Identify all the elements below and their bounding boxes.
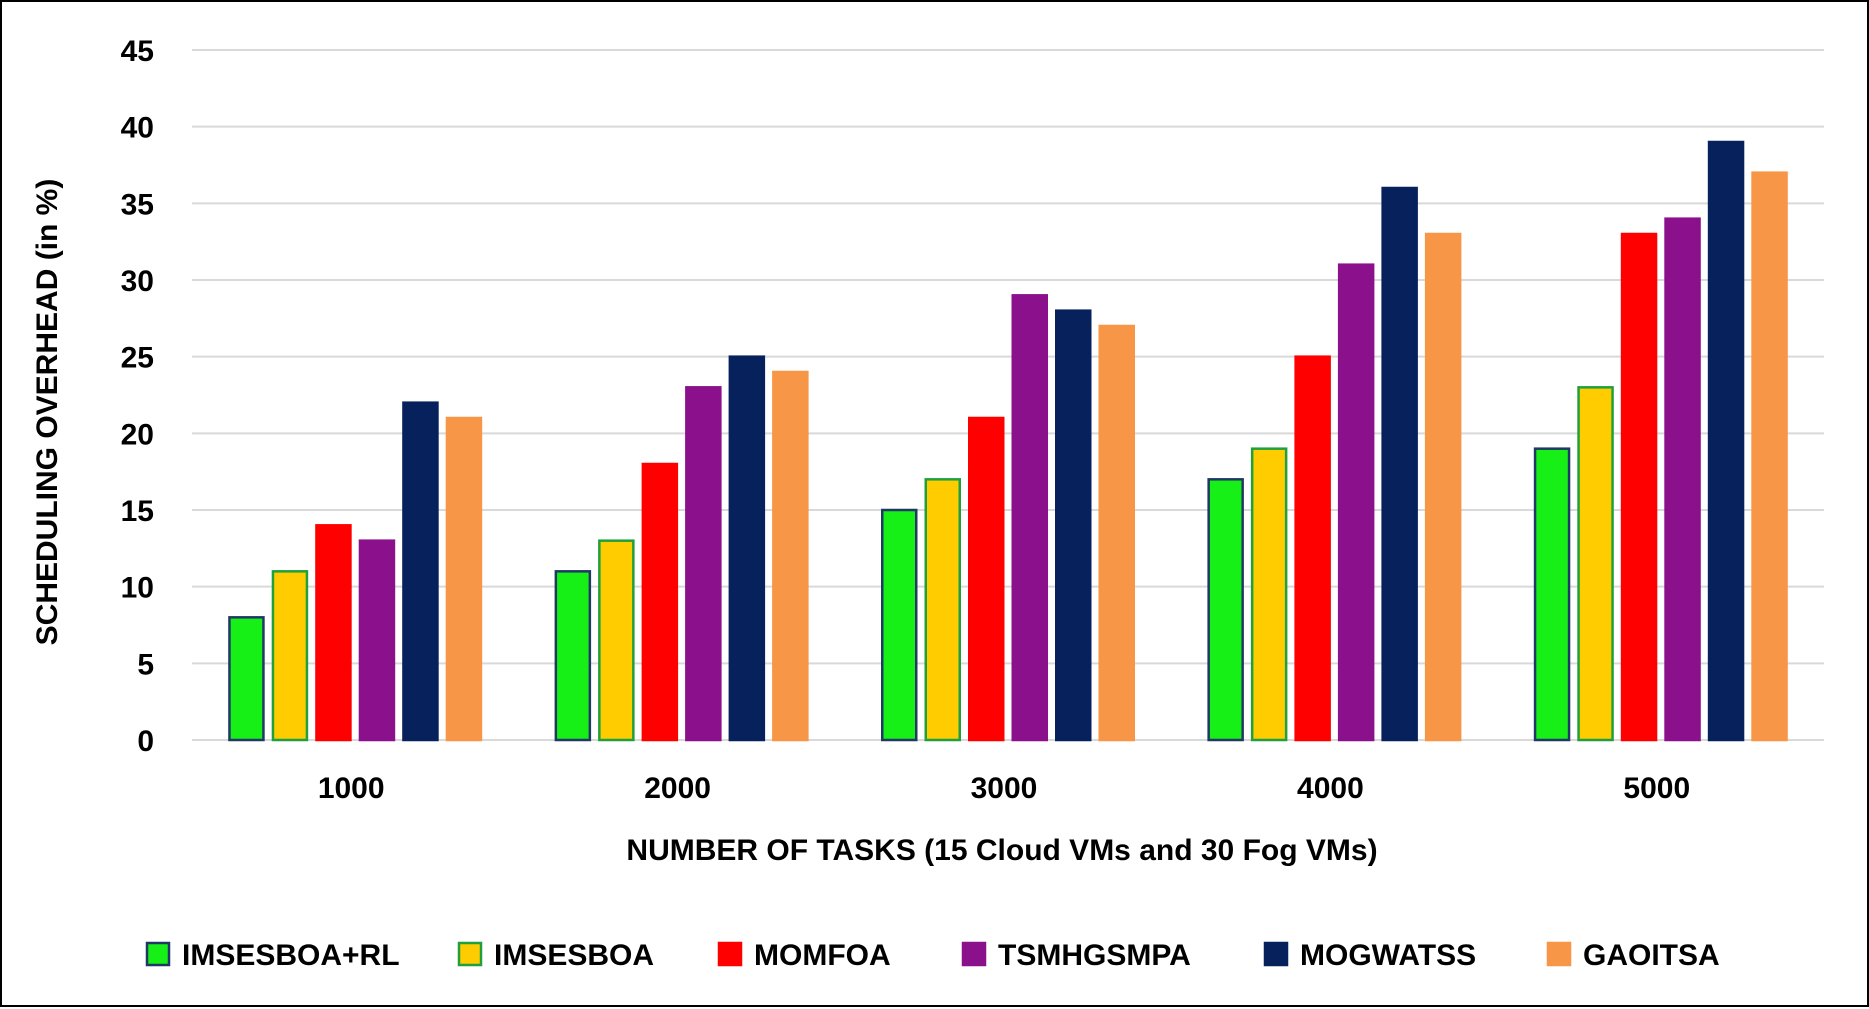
bar-imsesboa-rl-5000	[1533, 447, 1571, 742]
bar-momfoa-1000	[315, 524, 352, 742]
x-category-label: 3000	[971, 772, 1038, 805]
x-axis-title: NUMBER OF TASKS (15 Cloud VMs and 30 Fog…	[626, 834, 1377, 867]
bar-imsesboa-rl-3000	[881, 508, 918, 742]
legend-label: MOMFOA	[754, 939, 891, 972]
legend-label: IMSESBOA+RL	[182, 939, 400, 972]
legend-label: MOGWATSS	[1300, 939, 1476, 972]
legend-swatch	[961, 941, 987, 967]
bar-gaoitsa-3000	[1098, 324, 1135, 742]
legend: IMSESBOA+RL IMSESBOA MOMFOA TSMHGSMPA MOGWAT…	[145, 939, 1720, 972]
y-tick-label: 35	[121, 188, 154, 221]
legend-swatch	[1263, 941, 1289, 967]
y-tick-label: 5	[137, 648, 154, 681]
legend-label: IMSESBOA	[494, 939, 654, 972]
bar-imsesboa-rl-4000	[1207, 478, 1244, 742]
y-axis-title: SCHEDULING OVERHEAD (in %)	[31, 179, 64, 646]
y-tick-label: 0	[137, 725, 154, 758]
y-tick-label: 15	[121, 495, 154, 528]
legend-swatch	[1546, 941, 1572, 967]
bar-mogwatss-2000	[728, 355, 766, 742]
bar-momfoa-2000	[641, 462, 679, 742]
bar-imsesboa-4000	[1250, 447, 1288, 742]
bar-mogwatss-1000	[402, 401, 439, 742]
bar-tsmhgsmpa-5000	[1664, 217, 1701, 742]
legend-label: TSMHGSMPA	[998, 939, 1191, 972]
bar-tsmhgsmpa-1000	[358, 539, 396, 742]
bar-imsesboa-2000	[598, 539, 635, 742]
bar-tsmhgsmpa-4000	[1337, 263, 1375, 742]
bar-imsesboa-1000	[271, 570, 309, 742]
legend-label: GAOITSA	[1583, 939, 1720, 972]
legend-swatch	[717, 941, 743, 967]
bar-gaoitsa-5000	[1751, 171, 1788, 742]
bar-imsesboa-5000	[1577, 386, 1614, 742]
bar-momfoa-4000	[1294, 355, 1331, 742]
y-tick-label: 45	[121, 35, 154, 68]
legend-swatch	[145, 941, 171, 967]
x-category-label: 2000	[644, 772, 711, 805]
y-tick-label: 30	[121, 265, 154, 298]
bar-mogwatss-3000	[1055, 309, 1092, 742]
bar-momfoa-5000	[1620, 232, 1658, 742]
y-tick-label: 20	[121, 418, 154, 451]
bars	[228, 140, 1788, 742]
bar-gaoitsa-4000	[1424, 232, 1462, 742]
bar-gaoitsa-2000	[772, 370, 809, 742]
bar-imsesboa-rl-2000	[554, 570, 592, 742]
x-axis-categories: 1000 2000 3000 4000 5000	[318, 772, 1690, 805]
x-category-label: 4000	[1297, 772, 1364, 805]
y-tick-label: 10	[121, 572, 154, 605]
legend-swatch	[457, 941, 483, 967]
bar-imsesboa-rl-1000	[228, 616, 265, 742]
bar-momfoa-3000	[968, 416, 1005, 742]
y-tick-label: 40	[121, 112, 154, 145]
bar-mogwatss-5000	[1707, 140, 1745, 742]
y-tick-label: 25	[121, 342, 154, 375]
bar-imsesboa-3000	[924, 478, 961, 742]
y-axis-ticks: 0 5 10 15 20 25 30 35 40 45	[121, 35, 154, 758]
bar-tsmhgsmpa-2000	[685, 386, 722, 742]
x-category-label: 1000	[318, 772, 385, 805]
bar-tsmhgsmpa-3000	[1011, 294, 1048, 742]
x-category-label: 5000	[1623, 772, 1690, 805]
bar-mogwatss-4000	[1381, 186, 1418, 742]
bar-gaoitsa-1000	[445, 416, 483, 742]
